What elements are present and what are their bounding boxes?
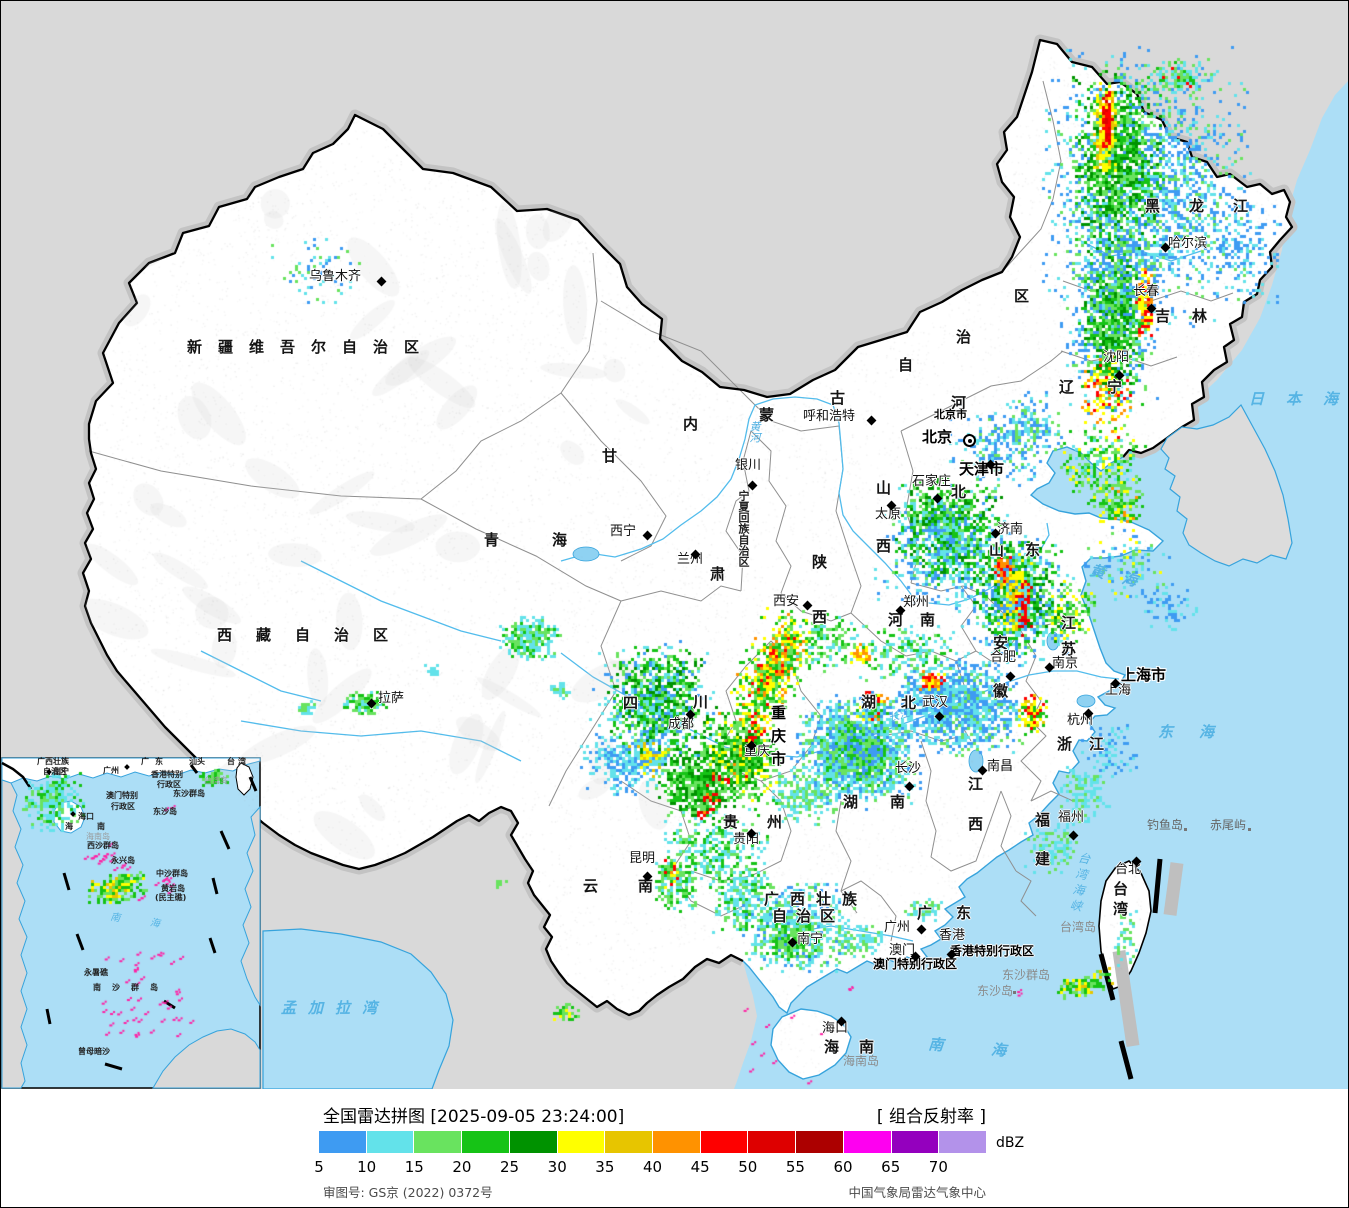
colorbar-tick: 20 (452, 1158, 472, 1176)
colorbar-segment (939, 1131, 987, 1153)
colorbar-tick: 50 (738, 1158, 758, 1176)
colorbar-segment (605, 1131, 653, 1153)
legend-panel: 全国雷达拼图 [2025-09-05 23:24:00] [ 组合反射率 ] d… (1, 1090, 1348, 1207)
reflectivity-colorbar (319, 1131, 987, 1153)
colorbar-tick: 40 (642, 1158, 663, 1176)
colorbar-ticks: 5 10 15 20 25 30 35 40 45 50 55 60 65 70 (314, 1158, 986, 1176)
colorbar-segment (748, 1131, 796, 1153)
colorbar-tick: 65 (881, 1158, 901, 1176)
unit-label: dBZ (996, 1135, 1025, 1151)
china-radar-map: 新疆维吾尔自治区 西藏自治区青海甘肃宁夏回族自治区内蒙古自治区陕西 山西 河北 山东 河南… (1, 1, 1348, 1089)
colorbar-segment (509, 1131, 557, 1153)
colorbar-tick: 55 (785, 1158, 805, 1176)
credit-label: 中国气象局雷达气象中心 (848, 1185, 986, 1200)
colorbar-segment (700, 1131, 748, 1153)
colorbar-segment (796, 1131, 843, 1153)
colorbar-tick: 25 (500, 1158, 520, 1176)
colorbar-segment (891, 1131, 939, 1153)
map-title: 全国雷达拼图 [2025-09-05 23:24:00] (323, 1107, 625, 1127)
colorbar-tick: 30 (547, 1158, 567, 1176)
radar-echo-layer (1, 1, 1348, 1089)
colorbar-segment (843, 1131, 891, 1153)
colorbar-tick: 10 (357, 1158, 377, 1176)
product-label: [ 组合反射率 ] (876, 1107, 986, 1127)
colorbar-segment (414, 1131, 462, 1153)
colorbar-segment (366, 1131, 414, 1153)
colorbar-tick: 60 (833, 1158, 853, 1176)
colorbar-segment (319, 1131, 366, 1153)
colorbar-tick: 70 (928, 1158, 948, 1176)
colorbar-tick: 5 (314, 1158, 324, 1176)
colorbar-tick: 15 (404, 1158, 424, 1176)
colorbar-tick: 45 (690, 1158, 710, 1176)
colorbar-segment (653, 1131, 700, 1153)
colorbar-tick: 35 (595, 1158, 615, 1176)
colorbar-segment (462, 1131, 509, 1153)
license-number: 审图号: GS京 (2022) 0372号 (323, 1185, 493, 1200)
colorbar-segment (557, 1131, 605, 1153)
